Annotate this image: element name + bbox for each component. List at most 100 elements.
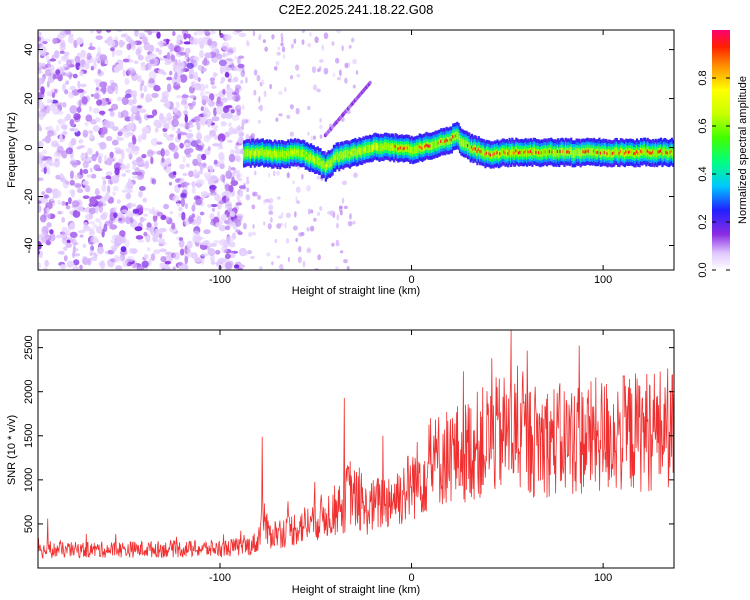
heatmap-cell xyxy=(313,217,317,222)
heatmap-cell xyxy=(344,77,348,84)
heatmap-cell xyxy=(185,163,190,168)
heatmap-cell xyxy=(255,151,258,155)
spectrogram-ylabel: Frequency (Hz) xyxy=(6,112,18,188)
heatmap-cell xyxy=(155,121,163,129)
heatmap-cell xyxy=(146,114,155,119)
heatmap-cell xyxy=(204,30,210,35)
heatmap-cell xyxy=(487,149,490,158)
colorbar-tick-label: 0.2 xyxy=(697,214,709,229)
snr-ylabel: SNR (10 * v/v) xyxy=(6,415,18,485)
heatmap-cell xyxy=(468,141,471,150)
heatmap-cell xyxy=(60,55,69,62)
heatmap-cell xyxy=(149,226,157,236)
heatmap-cell xyxy=(67,35,74,44)
heatmap-cell xyxy=(208,93,215,101)
heatmap-cell xyxy=(635,150,639,154)
heatmap-cell xyxy=(196,236,205,240)
heatmap-cell xyxy=(346,149,349,158)
heatmap-cell xyxy=(57,199,62,206)
heatmap-cell xyxy=(103,223,108,232)
heatmap-cell xyxy=(130,113,135,123)
heatmap-cell xyxy=(336,153,340,157)
heatmap-cell xyxy=(446,139,450,143)
heatmap-cell xyxy=(339,205,343,209)
heatmap-cell xyxy=(96,99,102,106)
heatmap-cell xyxy=(121,152,125,160)
heatmap-cell xyxy=(129,41,138,45)
heatmap-cell xyxy=(286,172,290,179)
heatmap-cell xyxy=(231,91,237,96)
heatmap-cell xyxy=(69,119,75,127)
heatmap-cell xyxy=(41,138,50,142)
heatmap-cell xyxy=(84,152,88,160)
heatmap-cell xyxy=(61,177,67,183)
heatmap-cell xyxy=(478,150,482,154)
heatmap-cell xyxy=(50,103,56,112)
heatmap-cell xyxy=(276,170,280,176)
heatmap-cell xyxy=(98,261,104,267)
heatmap-cell xyxy=(143,85,148,93)
heatmap-cell xyxy=(580,148,584,157)
heatmap-cell xyxy=(413,146,416,154)
y-tick-label: 1500 xyxy=(23,424,35,448)
heatmap-cell xyxy=(405,144,408,152)
heatmap-cell xyxy=(352,84,356,89)
heatmap-cell xyxy=(330,159,333,168)
heatmap-cell xyxy=(90,65,95,71)
heatmap-cell xyxy=(53,151,59,158)
heatmap-cell xyxy=(253,89,257,96)
heatmap-cell xyxy=(163,132,168,138)
heatmap-cell xyxy=(84,213,93,221)
heatmap-cell xyxy=(90,93,94,97)
heatmap-cell xyxy=(210,254,216,263)
heatmap-cell xyxy=(209,165,214,173)
heatmap-cell xyxy=(196,215,202,225)
heatmap-cell xyxy=(108,98,113,102)
heatmap-cell xyxy=(106,156,113,166)
heatmap-cell xyxy=(69,85,77,91)
heatmap-cell xyxy=(181,60,185,70)
heatmap-cell xyxy=(69,127,76,132)
heatmap-cell xyxy=(237,177,243,182)
heatmap-cell xyxy=(153,84,161,92)
y-tick-label: -20 xyxy=(23,189,35,205)
heatmap-cell xyxy=(196,130,201,140)
heatmap-cell xyxy=(46,207,50,213)
heatmap-cell xyxy=(176,95,182,99)
heatmap-cell xyxy=(629,150,632,154)
heatmap-cell xyxy=(72,161,78,168)
heatmap-cell xyxy=(352,220,356,225)
heatmap-cell xyxy=(76,37,84,45)
heatmap-cell xyxy=(252,30,256,37)
heatmap-cell xyxy=(150,138,159,146)
heatmap-cell xyxy=(94,205,99,214)
heatmap-cell xyxy=(348,153,352,157)
heatmap-cell xyxy=(82,129,89,138)
heatmap-cell xyxy=(371,146,374,150)
heatmap-cell xyxy=(414,145,417,154)
heatmap-cell xyxy=(234,145,239,150)
heatmap-cell xyxy=(54,88,58,94)
heatmap-cell xyxy=(126,122,135,131)
heatmap-cell xyxy=(641,150,644,154)
heatmap-cell xyxy=(642,147,645,156)
heatmap-cell xyxy=(365,147,368,151)
heatmap-cell xyxy=(251,150,254,154)
heatmap-cell xyxy=(219,239,227,246)
heatmap-cell xyxy=(590,147,593,156)
spectrogram-panel: -100 0 100 -40 -20 0 20 40 Height of straight l… xyxy=(6,29,675,297)
heatmap-cell xyxy=(52,73,56,80)
heatmap-cell xyxy=(188,170,194,178)
heatmap-cell xyxy=(245,133,250,141)
heatmap-cell xyxy=(90,201,96,206)
heatmap-cell xyxy=(101,86,107,95)
heatmap-cell xyxy=(444,140,447,144)
heatmap-cell xyxy=(166,83,172,93)
heatmap-cell xyxy=(57,118,66,126)
heatmap-cell xyxy=(290,43,295,49)
heatmap-cell xyxy=(263,90,267,98)
heatmap-cell xyxy=(284,86,287,93)
heatmap-cell xyxy=(307,153,310,161)
heatmap-cell xyxy=(253,191,258,197)
heatmap-cell xyxy=(101,176,107,181)
